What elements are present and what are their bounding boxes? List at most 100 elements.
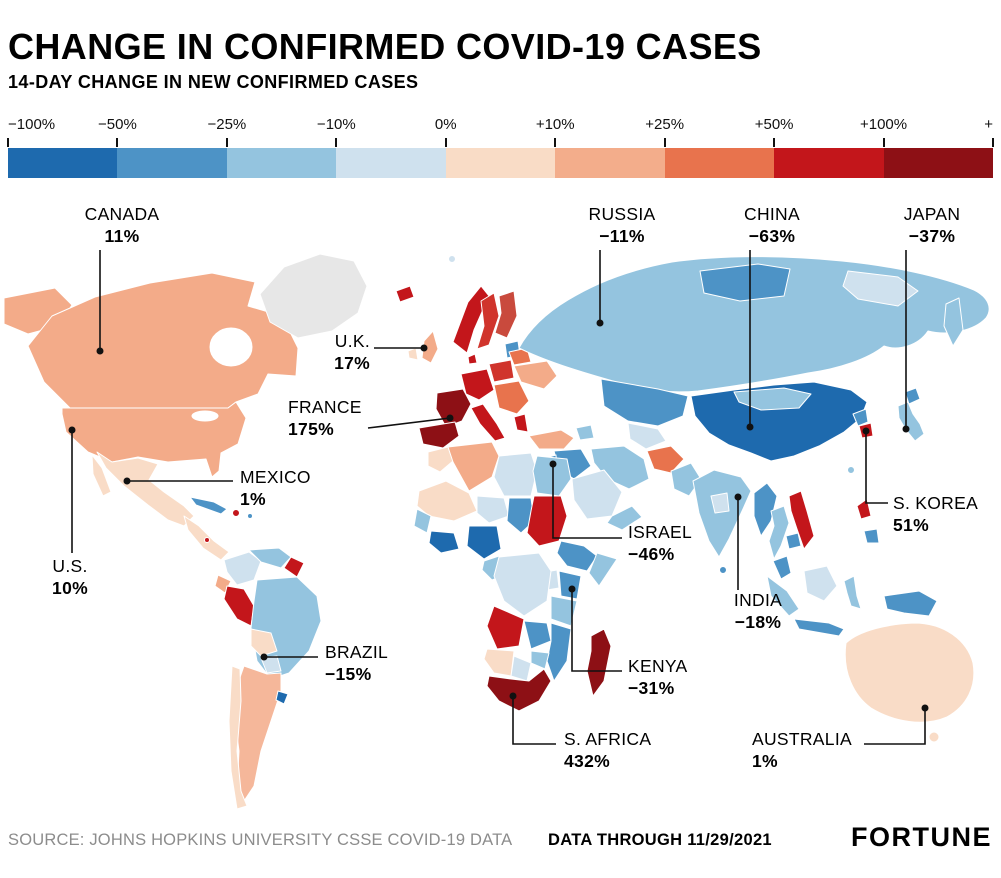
country-value: 1% — [752, 751, 778, 771]
country-bolivia — [250, 628, 278, 657]
country-turkey — [528, 429, 575, 450]
country-label: RUSSIA — [588, 204, 656, 224]
country-value: 1% — [240, 489, 266, 509]
legend-segment-3 — [336, 148, 446, 178]
country-label: S. KOREA — [893, 493, 979, 513]
australia-callout-dot — [921, 704, 929, 712]
country-cuba — [189, 496, 228, 515]
country-sweden — [476, 292, 500, 350]
legend-tick-mark — [773, 138, 776, 147]
country-madagascar — [586, 628, 612, 697]
country-sudan — [526, 495, 568, 547]
kenya-callout-dot — [568, 585, 576, 593]
australia-callout-line — [864, 709, 926, 745]
legend-segment-7 — [774, 148, 884, 178]
country-chile — [228, 665, 248, 810]
country-label: CHINA — [744, 204, 800, 224]
kenya-callout-line — [571, 590, 622, 672]
country-japan — [897, 401, 925, 442]
country-greenland — [259, 253, 368, 339]
country-ethiopia — [556, 540, 598, 572]
france-callout-line — [367, 417, 451, 429]
country-value: 432% — [564, 751, 610, 771]
china-callout-dot — [746, 423, 754, 431]
country-value: 51% — [893, 515, 929, 535]
france-callout-dot — [446, 414, 454, 422]
legend-tick-mark — [663, 138, 666, 147]
country-value: −46% — [628, 544, 675, 564]
callout-japan: JAPAN −37% — [872, 203, 992, 247]
skorea-callout-dot — [862, 427, 870, 435]
country-value: −31% — [628, 678, 675, 698]
legend-tick-label: −100% — [8, 116, 56, 133]
canada-callout-dot — [96, 347, 104, 355]
balkans — [493, 380, 530, 415]
legend-color-bar — [8, 148, 993, 178]
country-cambodia — [785, 532, 802, 550]
legend-segment-2 — [226, 148, 337, 178]
country-vietnam — [788, 490, 815, 550]
country-uk — [421, 330, 439, 364]
callout-india: INDIA −18% — [718, 589, 798, 633]
sulawesi — [843, 575, 862, 610]
country-label: S. AFRICA — [564, 729, 652, 749]
country-nigeria — [466, 525, 502, 560]
caucasus — [575, 424, 595, 441]
philippines-mindanao — [863, 528, 880, 544]
country-value: 175% — [288, 419, 334, 439]
legend-tick-label: +50% — [754, 116, 794, 133]
uk-callout-dot — [420, 344, 428, 352]
israel-callout-line — [552, 466, 622, 539]
legend-tick-mark — [7, 138, 9, 147]
country-libya — [493, 452, 538, 497]
puerto-rico — [247, 513, 253, 519]
israel-callout-dot — [549, 460, 557, 468]
callout-canada: CANADA 11% — [62, 203, 182, 247]
iberia — [418, 421, 460, 449]
japan-hokkaido — [904, 387, 921, 405]
legend-tick-mark — [882, 138, 885, 147]
legend-tick-mark — [992, 138, 994, 147]
borneo — [803, 565, 838, 602]
country-label: AUSTRALIA — [752, 729, 852, 749]
country-thailand — [768, 505, 790, 560]
country-tanzania — [550, 595, 578, 627]
hudson-bay — [209, 327, 253, 367]
country-greece — [513, 413, 529, 433]
callout-russia: RUSSIA −11% — [562, 203, 682, 247]
country-label: MEXICO — [240, 467, 311, 487]
safrica-callout-line — [512, 697, 556, 745]
country-taiwan — [847, 466, 855, 474]
callout-mexico: MEXICO 1% — [240, 466, 330, 510]
country-iceland — [395, 285, 415, 303]
callout-china: CHINA −63% — [712, 203, 832, 247]
legend-segment-6 — [664, 148, 775, 178]
new-guinea — [883, 590, 938, 617]
country-kenya — [558, 570, 582, 600]
country-label: CANADA — [84, 204, 160, 224]
country-somalia — [588, 552, 618, 587]
country-myanmar — [753, 482, 778, 537]
callout-france: FRANCE 175% — [288, 396, 378, 440]
legend-tick-label: −25% — [207, 116, 247, 133]
country-peru — [223, 585, 255, 627]
country-value: −63% — [748, 226, 796, 246]
us-callout-dot — [68, 426, 76, 434]
country-algeria — [447, 441, 500, 492]
country-denmark — [467, 353, 478, 365]
legend-tick-mark — [335, 138, 338, 147]
country-south-africa — [486, 668, 552, 712]
source-note: SOURCE: JOHNS HOPKINS UNIVERSITY CSSE CO… — [8, 831, 513, 849]
yemen-oman — [606, 505, 643, 531]
siberia-patch — [699, 263, 791, 302]
skorea-callout-line — [865, 433, 888, 504]
legend-tick-mark — [444, 138, 447, 147]
country-germany — [460, 368, 495, 401]
legend-segment-4 — [445, 148, 556, 178]
country-label: BRAZIL — [325, 642, 389, 662]
callout-australia: AUSTRALIA 1% — [752, 728, 867, 772]
country-value: −15% — [325, 664, 372, 684]
legend-tick-labels: −100% −50% −25% −10% 0% +10% +25% +50% +100% + — [7, 114, 994, 148]
india-patch — [710, 492, 730, 514]
